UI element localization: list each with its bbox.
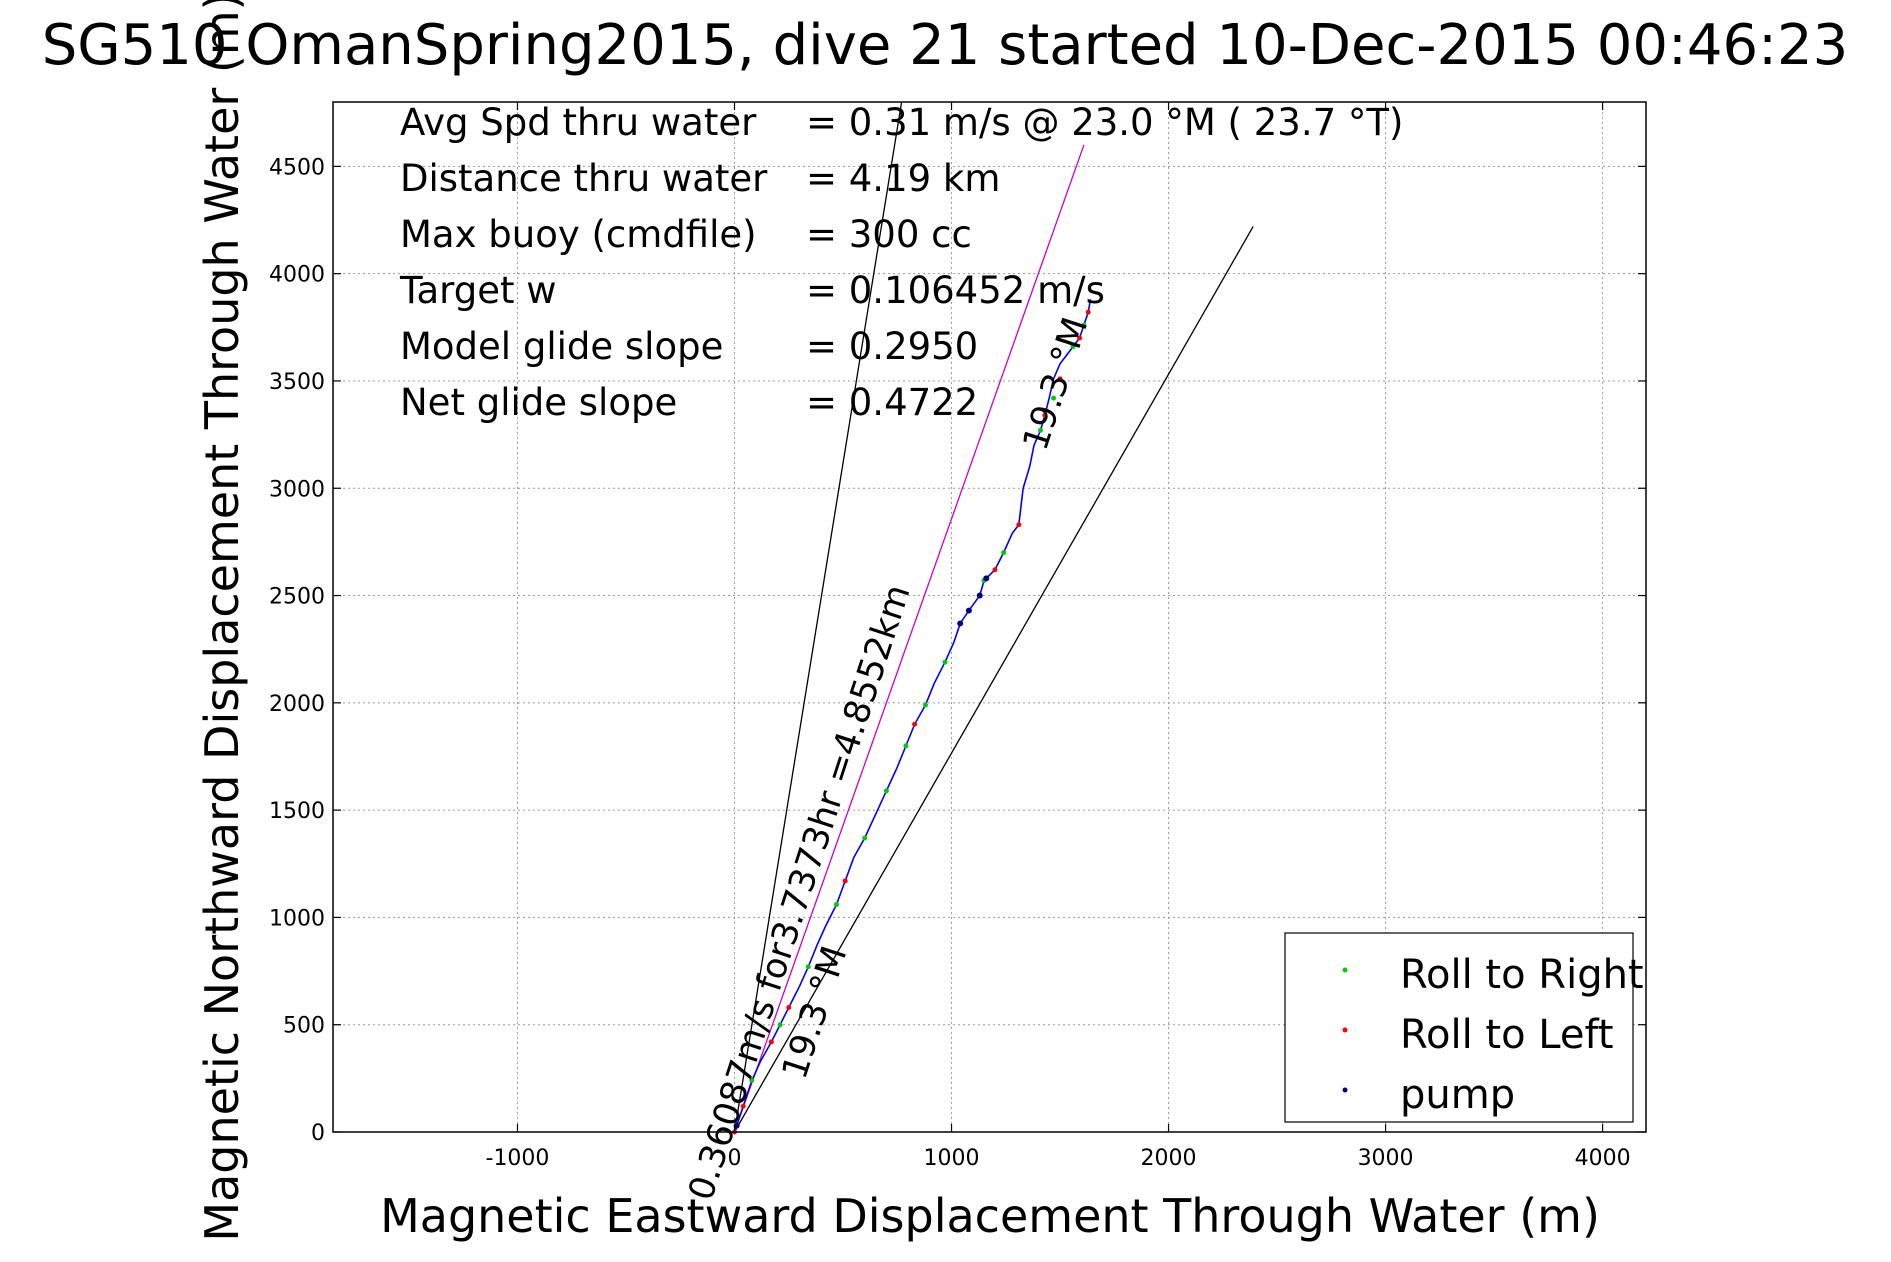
marker-1-4: [842, 878, 848, 884]
marker-0-11: [1038, 427, 1044, 433]
legend-label: pump: [1400, 1072, 1515, 1118]
marker-0-12: [1051, 395, 1057, 401]
x-tick-label: 4000: [1575, 1146, 1631, 1171]
reference-line-1: [733, 226, 1254, 1133]
stat-value: = 0.4722: [806, 381, 978, 424]
y-tick-label: 2500: [269, 585, 325, 610]
legend-label: Roll to Left: [1400, 1012, 1614, 1058]
marker-2-3: [976, 592, 983, 599]
marker-0-7: [922, 702, 928, 708]
marker-1-7: [1016, 522, 1022, 528]
y-tick-label: 1000: [269, 906, 325, 931]
stat-label: Target w: [399, 269, 557, 312]
legend-label: Roll to Right: [1400, 952, 1644, 998]
y-tick-label: 2000: [269, 692, 325, 717]
marker-1-1: [740, 1103, 746, 1109]
stat-value: = 0.106452 m/s: [806, 269, 1105, 312]
x-tick-label: 1000: [924, 1146, 980, 1171]
x-tick-label: -1000: [486, 1146, 550, 1171]
y-tick-label: 4000: [269, 263, 325, 288]
marker-0-6: [903, 743, 909, 749]
x-tick-label: 2000: [1141, 1146, 1197, 1171]
reference-line-0: [733, 101, 903, 1133]
stat-value: = 4.19 km: [806, 157, 1000, 200]
x-axis-label: Magnetic Eastward Displacement Through W…: [380, 1189, 1600, 1243]
y-tick-label: 1500: [269, 799, 325, 824]
marker-layer: [731, 309, 1091, 1135]
marker-1-8: [1042, 412, 1048, 418]
legend-marker-2: [1342, 1087, 1348, 1093]
stat-label: Max buoy (cmdfile): [400, 213, 757, 256]
marker-0-3: [833, 902, 839, 908]
y-tick-label: 4500: [269, 155, 325, 180]
stats-block: Avg Spd thru water = 0.31 m/s @ 23.0 °M (…: [399, 101, 1403, 424]
marker-0-4: [862, 835, 868, 841]
legend-marker-1: [1342, 1027, 1348, 1033]
stat-label: Distance thru water: [400, 157, 768, 200]
marker-0-10: [1001, 550, 1007, 556]
marker-0-14: [1081, 322, 1087, 328]
series-layer: [733, 299, 1092, 1133]
marker-2-0: [733, 1122, 740, 1129]
stat-label: Model glide slope: [400, 325, 723, 368]
marker-0-2: [805, 964, 811, 970]
legend-marker-0: [1342, 967, 1348, 973]
marker-1-11: [1085, 309, 1091, 315]
marker-1-3: [786, 1005, 792, 1011]
plot-frame: [332, 101, 1647, 1133]
marker-1-5: [912, 721, 918, 727]
marker-0-5: [883, 788, 889, 794]
grid: [333, 102, 1646, 1133]
y-axis-label: Magnetic Northward Displacement Through …: [195, 0, 249, 1242]
marker-0-0: [749, 1078, 755, 1083]
series-line-0: [733, 299, 1092, 1133]
marker-1-2: [768, 1039, 774, 1045]
stat-value: = 0.31 m/s @ 23.0 °M ( 23.7 °T): [806, 101, 1403, 144]
marker-0-8: [942, 659, 948, 665]
marker-2-2: [965, 607, 972, 614]
y-tick-label: 0: [311, 1121, 325, 1146]
ticks: -1000 0 1000 2000 3000 4000 0 500 1000 1500 2000 25…: [269, 102, 1646, 1171]
stat-value: = 300 cc: [806, 213, 972, 256]
marker-2-4: [983, 575, 990, 582]
x-tick-label: 0: [727, 1146, 741, 1171]
stat-value: = 0.2950: [806, 325, 978, 368]
stat-label: Avg Spd thru water: [400, 101, 757, 144]
x-tick-label: 3000: [1358, 1146, 1414, 1171]
marker-1-6: [992, 567, 998, 573]
marker-2-1: [957, 620, 964, 627]
y-tick-label: 3000: [269, 477, 325, 502]
marker-1-9: [1057, 376, 1063, 382]
marker-0-13: [1070, 344, 1076, 350]
y-tick-label: 500: [283, 1014, 325, 1039]
stat-label: Net glide slope: [400, 381, 677, 424]
reference-line-2: [733, 144, 1085, 1133]
marker-1-10: [1077, 335, 1083, 341]
reference-lines: [733, 101, 1254, 1133]
y-tick-label: 3500: [269, 370, 325, 395]
chart-title: SG510 OmanSpring2015, dive 21 started 10…: [42, 13, 1849, 78]
marker-0-1: [777, 1022, 783, 1028]
legend: Roll to Right Roll to Left pump: [1284, 932, 1644, 1123]
